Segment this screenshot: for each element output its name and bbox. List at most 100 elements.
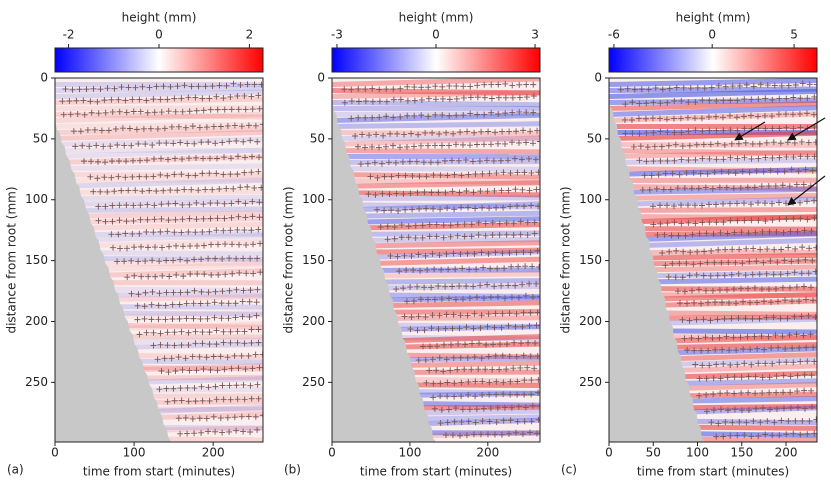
heatmap (332, 78, 540, 442)
y-axis-label: distance from root (mm) (282, 186, 296, 333)
colorbar-label: height (mm) (122, 11, 197, 25)
cross-markers (158, 364, 263, 376)
cross-markers (665, 268, 817, 281)
stripe (609, 252, 817, 261)
colorbar-tick-label: 0 (155, 28, 163, 42)
cross-markers (177, 426, 261, 437)
y-axis-label: distance from root (mm) (559, 186, 573, 333)
y-tick-label: 200 (25, 314, 48, 328)
stripe (332, 105, 540, 111)
cross-markers (87, 168, 262, 182)
y-tick-label: 250 (25, 375, 48, 389)
cross-markers (654, 227, 815, 239)
cross-markers (650, 197, 817, 210)
stripe (55, 250, 263, 257)
plot-frame (331, 77, 541, 443)
stripe (332, 256, 540, 267)
cross-markers (692, 358, 817, 369)
y-tick-label: 0 (40, 71, 48, 85)
cross-markers (72, 137, 261, 150)
plot-frame (54, 77, 264, 443)
cross-markers (357, 155, 539, 168)
cross-markers (442, 429, 540, 439)
y-tick-label: 200 (579, 314, 602, 328)
cross-markers (674, 283, 814, 295)
stripe (609, 142, 817, 148)
cross-markers (128, 286, 261, 298)
cross-markers (156, 381, 261, 393)
cross-markers (60, 105, 263, 118)
colorbar-tick-label: 3 (531, 28, 539, 42)
stripe (332, 249, 540, 261)
colorbar-label: height (mm) (399, 11, 474, 25)
y-tick-label: 150 (302, 253, 325, 267)
x-tick-label: 50 (646, 446, 661, 460)
x-tick-label: 200 (476, 446, 499, 460)
heatmap (55, 78, 263, 442)
cross-markers (650, 214, 817, 228)
stripe (55, 188, 263, 195)
cross-markers (403, 292, 540, 305)
y-tick-label: 100 (25, 192, 48, 206)
stripe (55, 111, 263, 123)
stripe (55, 221, 263, 231)
cross-markers (367, 169, 540, 181)
stripe (55, 126, 263, 135)
cross-markers (136, 326, 262, 338)
cross-markers (110, 240, 263, 252)
stripe (609, 226, 817, 232)
stripe (332, 222, 540, 231)
arrow (787, 175, 826, 206)
cross-markers (348, 108, 537, 122)
cross-markers (384, 230, 538, 243)
stripe (609, 276, 817, 285)
stripe (55, 163, 263, 171)
y-tick-label: 150 (25, 253, 48, 267)
stripe (332, 135, 540, 147)
stripe (609, 177, 817, 183)
stripe (332, 178, 540, 185)
colorbar (54, 47, 264, 73)
stripe (55, 231, 263, 237)
stripe (332, 136, 540, 142)
x-tick-label: 200 (775, 446, 798, 460)
stripe (55, 89, 263, 99)
stripe (55, 210, 263, 219)
y-tick-label: 250 (579, 375, 602, 389)
cross-markers (108, 226, 262, 238)
arrow (787, 117, 826, 141)
y-tick-label: 100 (579, 192, 602, 206)
cross-markers (420, 339, 539, 350)
y-tick-label: 100 (302, 192, 325, 206)
stripe (55, 148, 263, 154)
stripe (609, 237, 817, 249)
stripe (332, 88, 540, 96)
cross-markers (431, 402, 540, 414)
cross-markers (426, 364, 538, 375)
cross-markers (396, 263, 540, 275)
cross-markers (341, 80, 537, 93)
cross-markers (341, 93, 537, 106)
stripe (55, 129, 263, 141)
stripe (609, 193, 817, 201)
x-tick-label: 100 (398, 446, 421, 460)
cross-markers (90, 183, 263, 195)
stripe (55, 233, 263, 243)
cross-markers (62, 80, 263, 93)
cross-markers (150, 339, 262, 349)
stripe (609, 231, 817, 243)
cross-markers (95, 213, 263, 225)
cross-markers (662, 256, 816, 269)
stripe (332, 111, 540, 117)
stripe (332, 121, 540, 129)
cross-markers (164, 395, 262, 405)
cross-markers (630, 138, 817, 151)
cross-markers (641, 166, 816, 179)
y-tick-label: 200 (302, 314, 325, 328)
colorbar-tick-label: 2 (246, 28, 254, 42)
cross-markers (154, 351, 263, 363)
cross-markers (636, 153, 817, 165)
cross-markers (703, 403, 815, 415)
stripe (332, 195, 540, 201)
cross-markers (374, 202, 540, 214)
